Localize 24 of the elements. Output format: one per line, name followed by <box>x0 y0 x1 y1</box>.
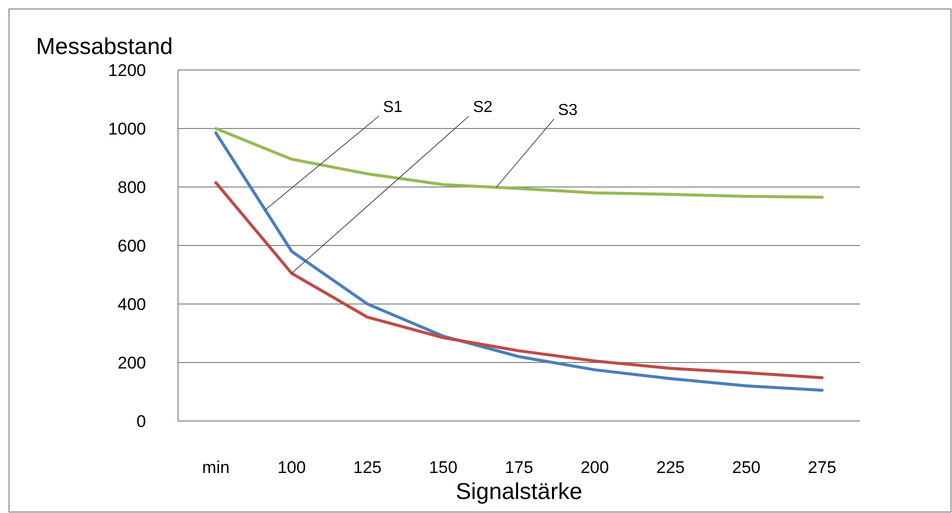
x-tick-label: min <box>202 458 230 477</box>
x-tick-label: 200 <box>580 458 609 477</box>
y-tick-label: 800 <box>118 178 146 197</box>
y-tick-label: 1200 <box>108 60 146 80</box>
line-series <box>214 131 824 392</box>
text: S3 <box>558 102 578 119</box>
y-tick-label: 0 <box>136 412 146 431</box>
x-tick-label: 150 <box>429 458 458 477</box>
text: S1 <box>383 99 403 116</box>
x-tick-label: 100 <box>277 458 306 477</box>
y-axis-title: Messabstand <box>36 33 173 59</box>
line-series <box>214 181 824 380</box>
x-tick-label: 225 <box>656 458 685 477</box>
y-tick-label: 600 <box>118 236 146 256</box>
y-tick-label: 1000 <box>108 119 146 138</box>
y-tick-label: 200 <box>118 353 146 372</box>
line-series <box>214 127 824 199</box>
x-tick-label: 275 <box>808 458 836 477</box>
text: S2 <box>473 99 493 116</box>
x-tick-label: 125 <box>353 458 382 477</box>
x-tick-label: 250 <box>732 458 761 477</box>
x-tick-label: 175 <box>504 458 534 477</box>
y-tick-label: 400 <box>118 294 146 314</box>
x-axis-title: Signalstärke <box>456 478 582 504</box>
